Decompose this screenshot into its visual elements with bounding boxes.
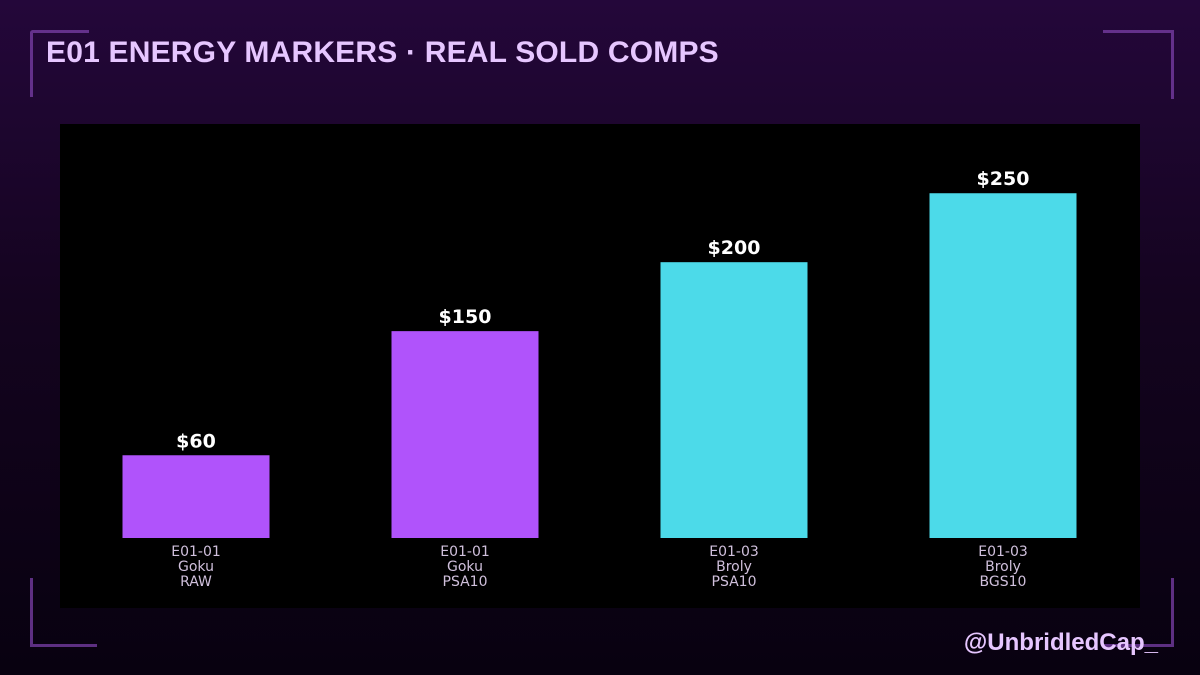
bar-value-label: $200 [708, 237, 761, 259]
bar-3 [929, 193, 1077, 538]
frame-corner-top-left [30, 30, 89, 97]
frame-corner-bottom-right [1103, 578, 1174, 647]
chart-title: E01 ENERGY MARKERS · REAL SOLD COMPS [46, 36, 719, 69]
chart-panel: $60 E01-01 Goku RAW $150 E01-01 Goku PSA10 $200 E… [60, 124, 1140, 608]
frame-corner-top-right [1103, 30, 1174, 99]
bar-1 [391, 331, 539, 538]
bar-value-label: $60 [176, 430, 216, 452]
x-tick-label: E01-03 Broly PSA10 [709, 544, 759, 590]
x-tick-label: E01-01 Goku PSA10 [440, 544, 490, 590]
frame-corner-bottom-left [30, 578, 97, 647]
x-tick-label: E01-03 Broly BGS10 [978, 544, 1028, 590]
x-tick-label: E01-01 Goku RAW [171, 544, 221, 590]
bar-2 [660, 262, 808, 538]
bar-value-label: $250 [977, 168, 1030, 190]
bar-value-label: $150 [439, 306, 492, 328]
author-handle: @UnbridledCap_ [963, 629, 1158, 656]
bar-0 [122, 455, 270, 538]
bar-chart: $60 E01-01 Goku RAW $150 E01-01 Goku PSA10 $200 E… [122, 168, 1077, 590]
